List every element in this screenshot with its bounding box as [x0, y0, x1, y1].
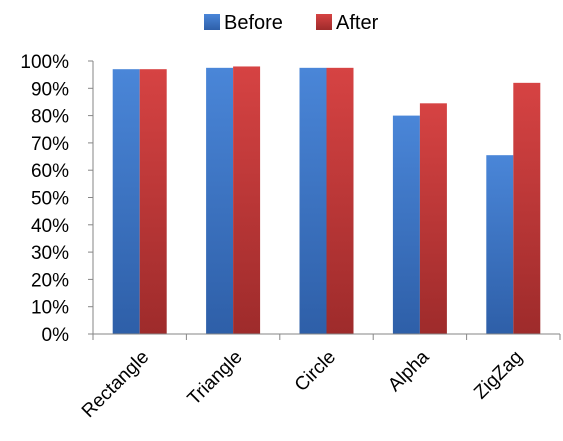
y-tick-label: 0% — [42, 325, 70, 346]
legend-swatch-before — [204, 14, 220, 30]
bar-after-triangle — [233, 66, 261, 335]
bar-after-zigzag — [513, 82, 541, 334]
y-tick-label: 20% — [31, 270, 69, 291]
x-axis: Rectangle Triangle Circle Alpha ZigZag — [78, 333, 561, 422]
y-tick-label: 70% — [31, 134, 69, 155]
legend-swatch-after — [316, 14, 332, 30]
y-axis: 0% 10% 20% 30% 40% 50% 60% 70% 80% 90% 100% — [20, 52, 94, 346]
y-tick-label: 40% — [31, 216, 69, 237]
bar-before-zigzag — [486, 155, 514, 334]
y-tick-label: 30% — [31, 243, 69, 264]
legend-label-after: After — [336, 12, 379, 34]
legend: Before After — [204, 12, 379, 34]
y-tick-label: 90% — [31, 79, 69, 100]
x-category-label: Rectangle — [78, 347, 153, 422]
bar-after-circle — [326, 67, 354, 334]
x-category-label: Circle — [291, 347, 340, 396]
x-category-label: Alpha — [384, 346, 434, 396]
bar-before-alpha — [392, 115, 420, 334]
y-tick-label: 10% — [31, 298, 69, 319]
y-tick-label: 50% — [31, 189, 69, 210]
bar-before-triangle — [206, 67, 234, 334]
y-tick-label: 80% — [31, 107, 69, 128]
bars — [112, 66, 541, 335]
y-tick-label: 100% — [20, 52, 69, 73]
bar-before-rectangle — [112, 69, 140, 334]
x-category-label: Triangle — [184, 347, 247, 410]
bar-after-rectangle — [139, 69, 167, 334]
x-category-label: ZigZag — [470, 347, 527, 404]
bar-after-alpha — [419, 103, 447, 334]
legend-label-before: Before — [224, 12, 283, 34]
y-tick-label: 60% — [31, 161, 69, 182]
bar-before-circle — [299, 67, 327, 334]
